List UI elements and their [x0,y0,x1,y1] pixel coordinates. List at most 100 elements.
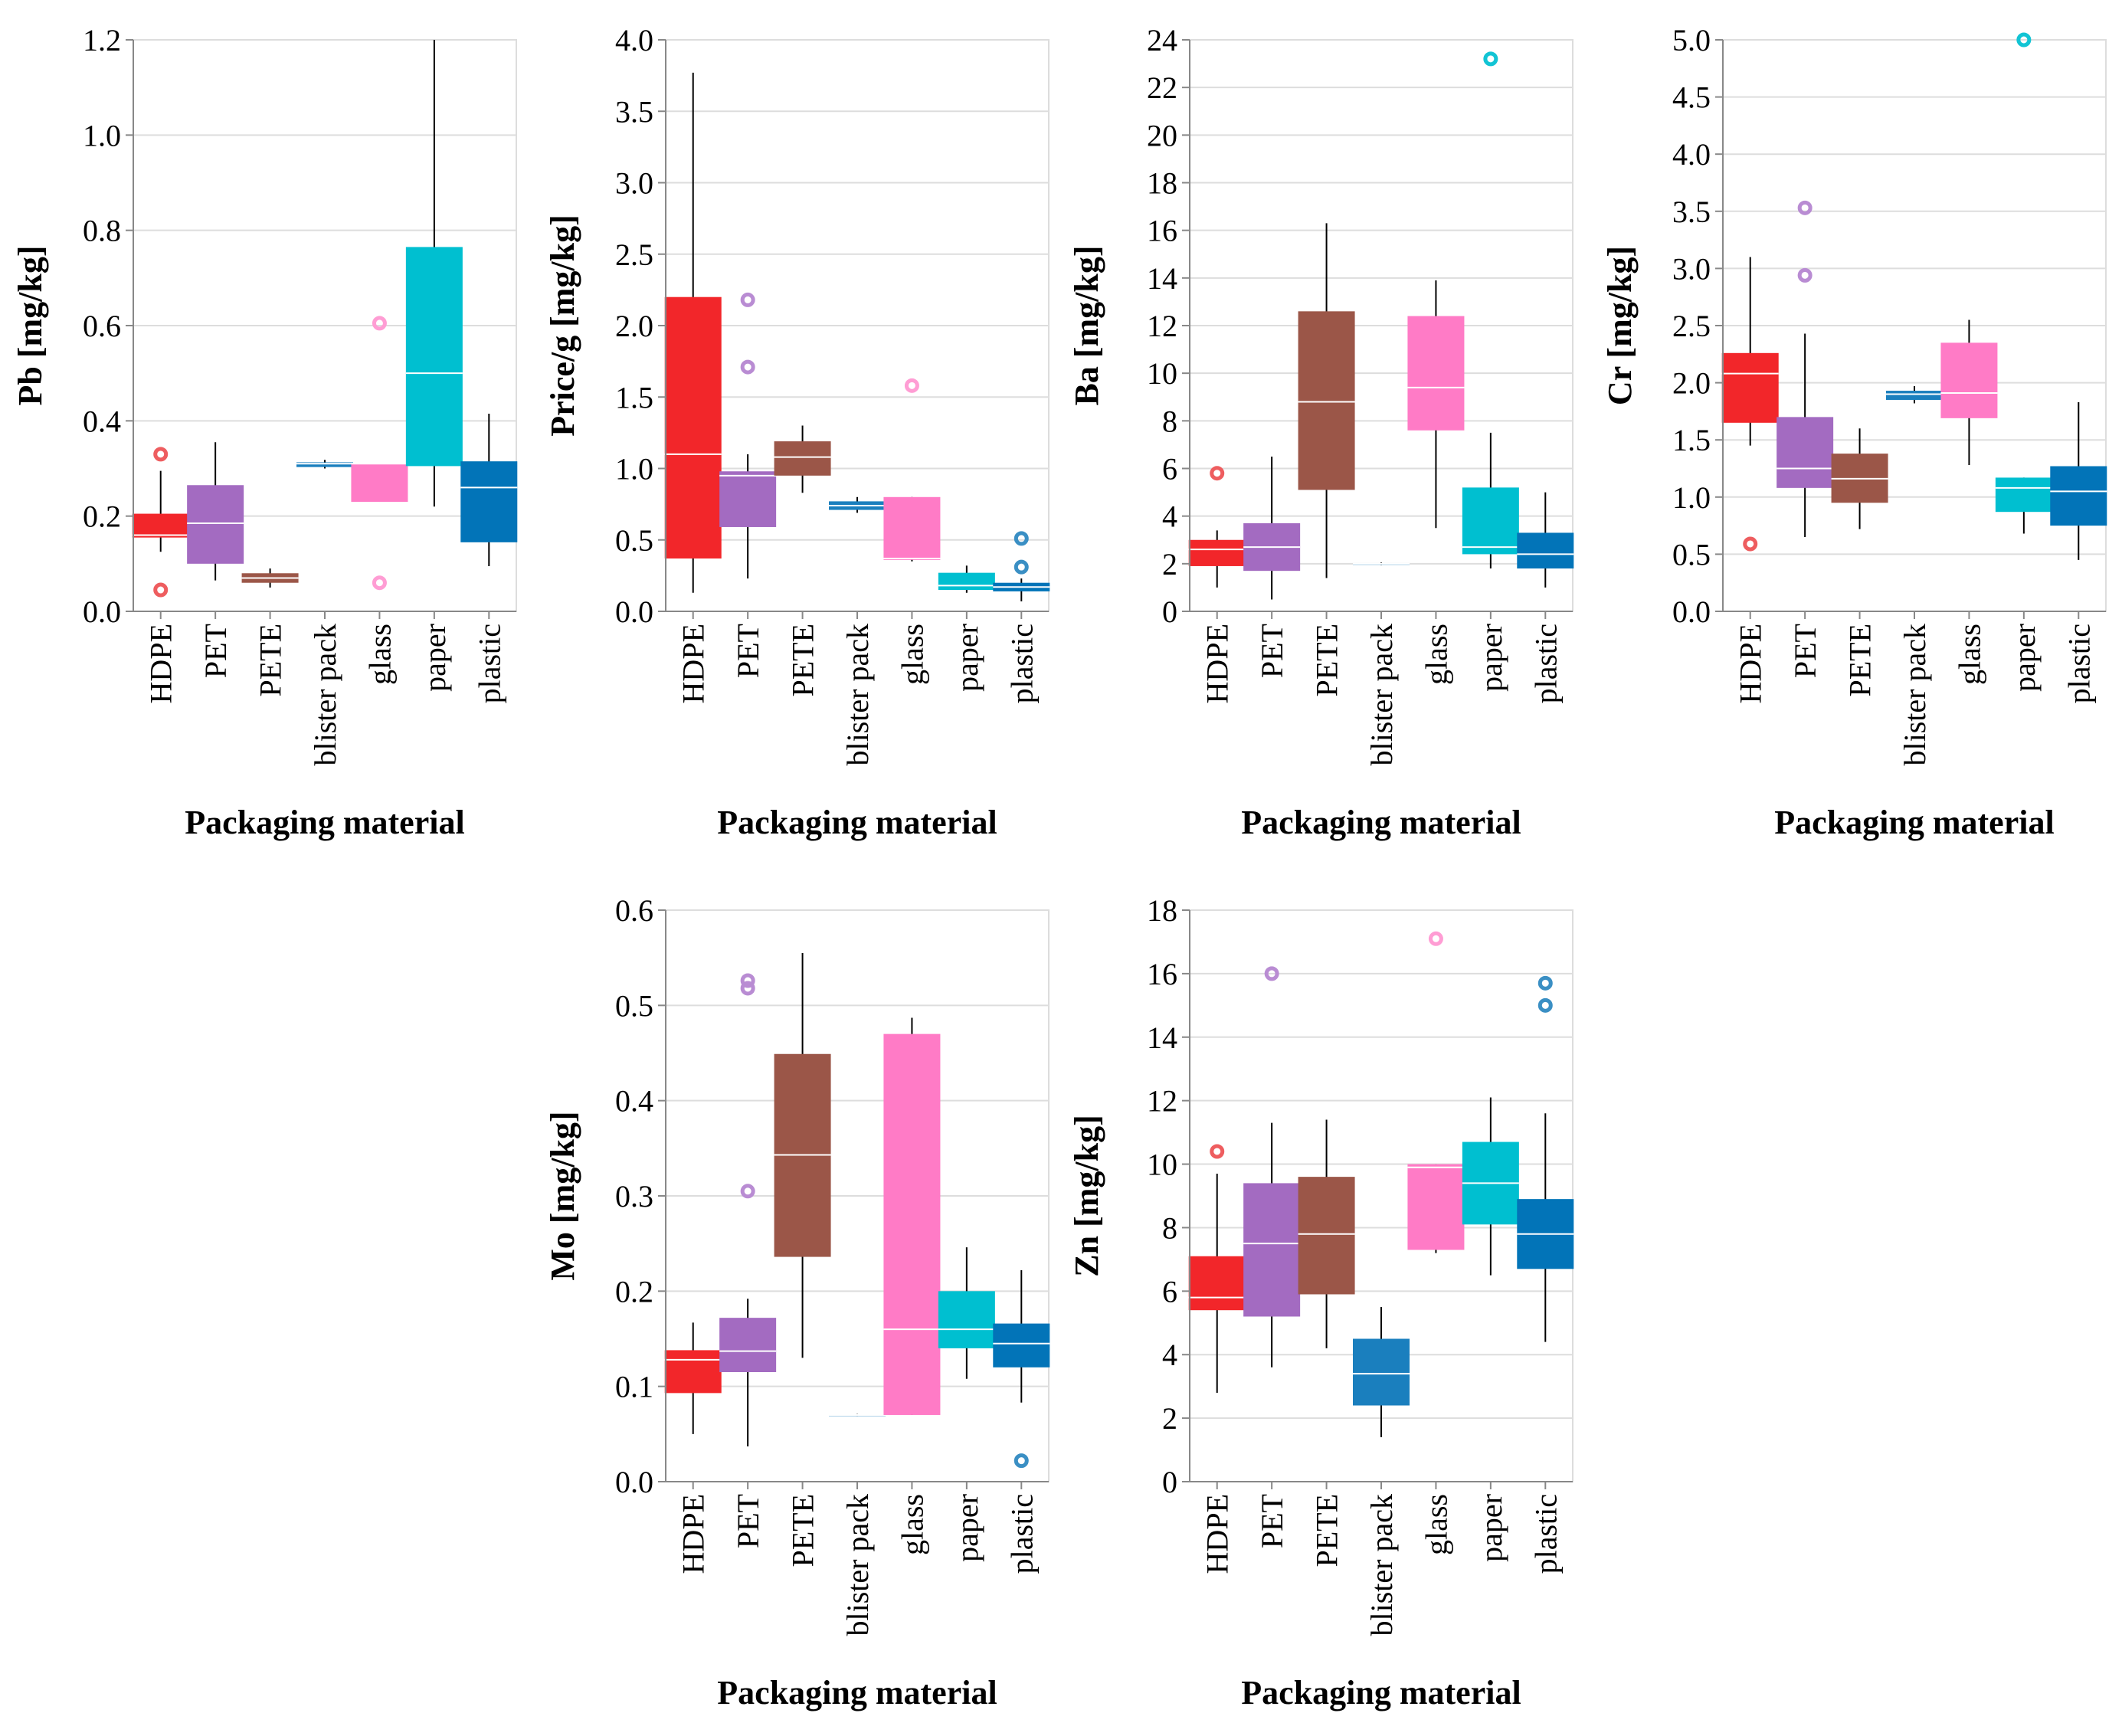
x-tick-label: PET [1255,1494,1289,1548]
x-tick-label: HDPE [1734,624,1768,703]
x-tick-label: blister pack [840,1494,875,1636]
y-tick-label: 16 [1147,957,1177,991]
x-tick-label: blister pack [1898,624,1932,766]
y-tick-label: 3.0 [615,166,653,201]
y-tick-label: 2 [1162,1401,1177,1436]
y-axis-title: Cr [mg/kg] [1601,246,1639,405]
box-iqr [938,572,995,591]
y-tick-label: 0.5 [615,523,653,558]
y-tick-label: 20 [1147,118,1177,152]
y-tick-label: 0.0 [1672,594,1711,629]
boxplot-panel-5: 0.0 0.1 0.2 0.3 0.4 0.5 0.6 HDPE PET PETE blister … [544,893,1050,1711]
box-pete [1831,428,1888,529]
box-iqr [1940,342,1998,418]
box-iqr [993,1323,1050,1368]
x-tick-label: glass [1419,1494,1453,1555]
outlier-point [740,1184,755,1199]
x-tick-label: PETE [1843,624,1878,697]
x-tick-label: PET [731,1494,765,1548]
y-tick-label: 14 [1147,1020,1177,1055]
x-axis-title: Packaging material [1241,804,1521,841]
x-tick-label: plastic [472,624,506,703]
outlier-point [1537,975,1553,991]
box-iqr [2050,466,2107,526]
outlier-point [740,292,755,307]
x-tick-label: PETE [786,1494,820,1567]
y-tick-label: 0.3 [615,1179,653,1214]
x-axis-title: Packaging material [717,1674,997,1711]
box-plastic [1517,492,1574,588]
box-pet [187,442,244,581]
box-glass [883,378,941,562]
box-iqr [664,1350,722,1394]
y-tick-label: 12 [1147,309,1177,343]
box-glass [883,1017,941,1415]
outlier-point [740,981,755,996]
box-hdpe [132,447,189,598]
y-tick-label: 1.5 [1672,423,1711,457]
y-tick-label: 0.8 [83,214,121,248]
x-tick-label: blister pack [840,624,875,766]
y-tick-label: 6 [1162,1274,1177,1309]
y-tick-label: 0.4 [615,1084,653,1119]
box-blister-pack [1353,562,1410,565]
box-iqr [1243,1183,1301,1317]
y-tick-label: 4.5 [1672,80,1711,115]
y-tick-label: 10 [1147,356,1177,391]
boxplot-panel-6: 0 2 4 6 8 10 12 14 16 18 HDPE PET PETE blister pack gl… [1068,893,1574,1711]
x-tick-label: blister pack [1364,1494,1399,1636]
box-blister-pack [829,496,886,513]
x-tick-label: plastic [1004,1494,1039,1574]
x-axis-title: Packaging material [717,804,997,841]
y-tick-label: 4 [1162,500,1177,534]
y-axis-title: Ba [mg/kg] [1068,246,1105,406]
box-blister-pack [1886,386,1943,404]
y-tick-label: 16 [1147,214,1177,248]
x-tick-label: plastic [1528,1494,1563,1574]
outlier-point [1014,531,1029,546]
box-iqr [1188,539,1246,566]
x-tick-label: paper [950,1494,984,1562]
box-paper [1462,51,1519,569]
outlier-point [904,378,919,393]
box-plastic [460,414,518,566]
y-tick-label: 10 [1147,1148,1177,1182]
box-blister-pack [296,460,353,469]
box-pete [241,568,299,588]
y-tick-label: 4.0 [615,23,653,57]
outlier-point [1797,267,1813,283]
box-blister-pack [1353,1307,1410,1437]
y-tick-label: 2.5 [615,237,653,272]
box-iqr [1407,1164,1465,1250]
x-tick-label: HDPE [1200,624,1235,703]
y-tick-label: 0.1 [615,1370,653,1404]
x-tick-label: PET [1255,624,1289,678]
box-glass [1407,931,1465,1253]
y-tick-label: 18 [1147,166,1177,201]
y-tick-label: 1.2 [83,23,121,57]
box-pete [1298,1119,1355,1348]
x-tick-label: paper [1474,624,1508,692]
box-hdpe [664,72,722,593]
y-tick-label: 18 [1147,893,1177,928]
y-tick-label: 22 [1147,70,1177,105]
outlier-point [1210,1144,1225,1159]
box-hdpe [1188,1144,1246,1393]
x-tick-label: PETE [786,624,820,697]
x-tick-label: plastic [1528,624,1563,703]
x-tick-label: paper [950,624,984,692]
box-hdpe [1188,466,1246,588]
outlier-point [740,359,755,375]
y-axis-title: Mo [mg/kg] [544,1111,581,1280]
outlier-point [740,973,755,988]
box-pet [1243,966,1301,1368]
box-plastic [993,531,1050,601]
x-tick-label: glass [1419,624,1453,685]
outlier-point [153,582,169,598]
y-tick-label: 3.5 [1672,195,1711,229]
box-iqr [187,485,244,564]
x-tick-label: HDPE [676,624,711,703]
outlier-point [372,316,387,331]
y-tick-label: 0.5 [1672,537,1711,572]
